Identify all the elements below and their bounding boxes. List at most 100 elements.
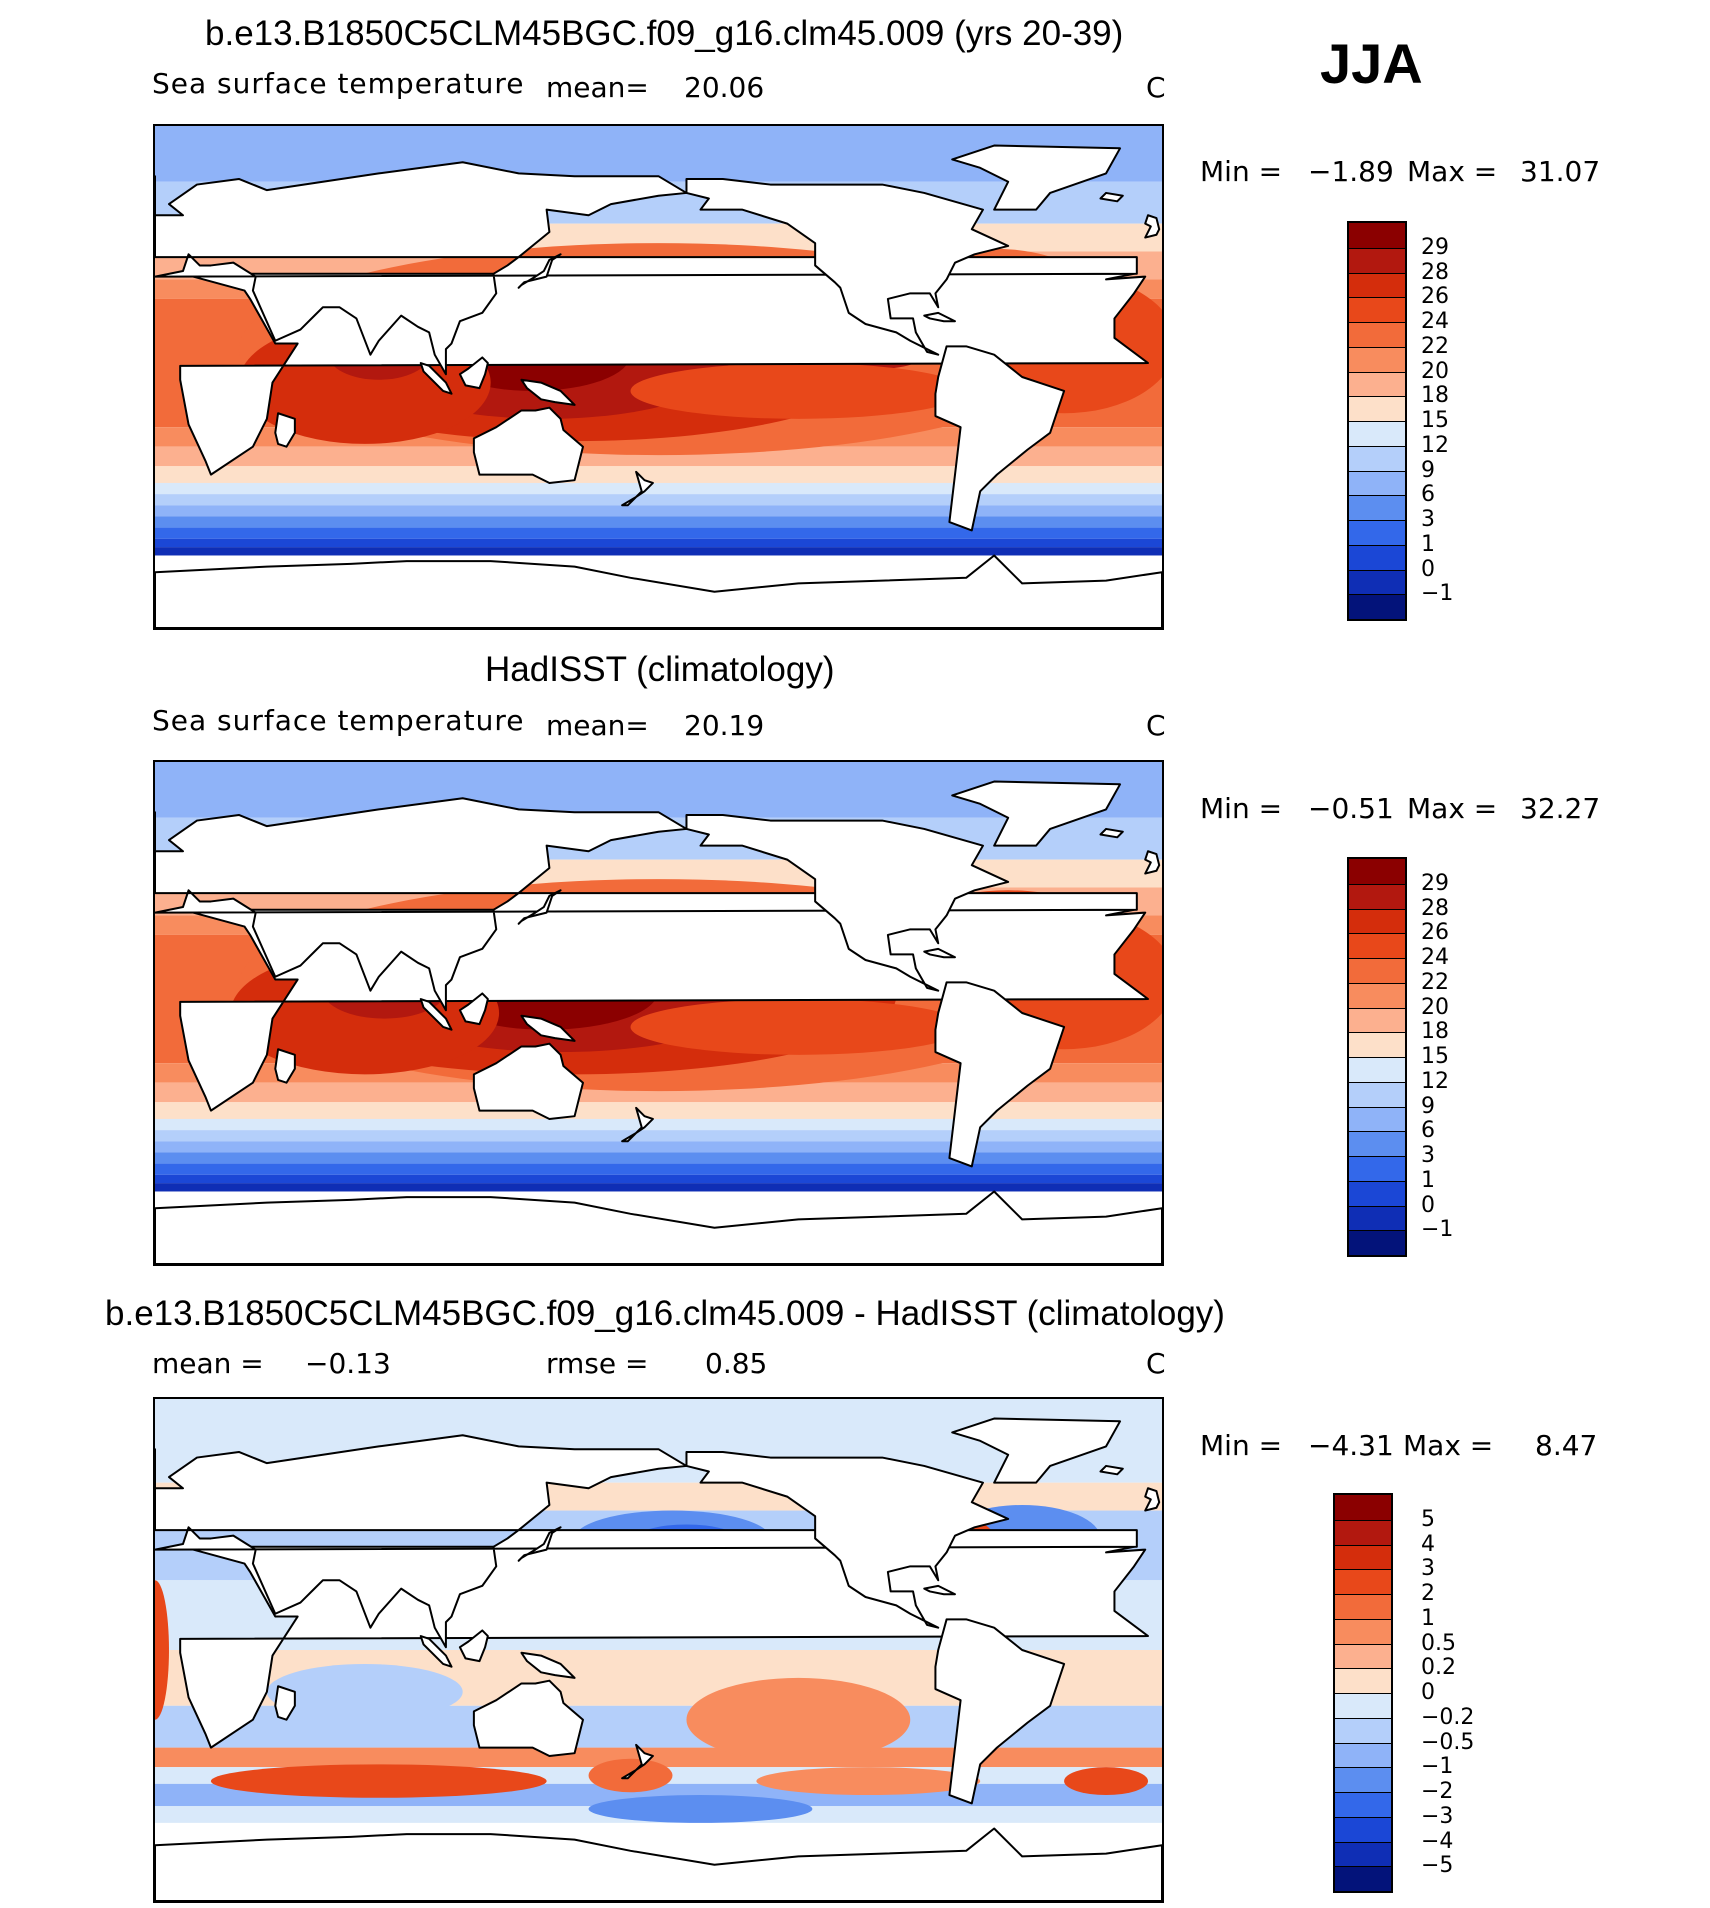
field-band [155,1130,1162,1142]
landmass-uk [1144,214,1161,239]
landmass-north-america [685,177,1010,356]
colorbar-tick-label: 0.2 [1421,1655,1456,1681]
landmass-south-america [934,1618,1066,1805]
map-svg [155,126,1162,628]
panel1-units: C [1146,71,1166,104]
colorbar-segment [1335,1569,1391,1594]
colorbar-segment [1335,1816,1391,1842]
colorbar-tick-label: 1 [1421,1605,1435,1631]
colorbar-segment [1349,223,1405,248]
colorbar-tick-label: 28 [1421,895,1449,921]
panel3-title: b.e13.B1850C5CLM45BGC.f09_g16.clm45.009 … [105,1294,1225,1333]
colorbar-tick-label: −0.2 [1421,1704,1475,1730]
colorbar-segment [1335,1792,1391,1817]
colorbar-segment [1335,1866,1391,1891]
season-label: JJA [1320,32,1423,95]
colorbar-tick-label: −1 [1421,581,1454,607]
colorbar-segment [1349,859,1405,884]
colorbar-segment [1335,1495,1391,1520]
field-contour [155,1580,169,1720]
colorbar-segment [1349,1081,1405,1107]
colorbar-segment [1349,297,1405,322]
colorbar-tick-label: 3 [1421,507,1435,532]
colorbar-segment [1335,1841,1391,1867]
field-contour [630,363,967,419]
landmass-cuba [923,311,957,323]
landmass-cuba [923,1584,957,1596]
panel1-mean-label: mean= [546,71,649,104]
colorbar-segment [1335,1544,1391,1570]
field-band [155,1174,1162,1184]
colorbar-tick-label: −5 [1421,1853,1454,1879]
landmass-south-america [934,345,1066,532]
colorbar-segment [1349,272,1405,298]
colorbar-tick-label: −0.5 [1421,1729,1475,1755]
colorbar-segment [1349,322,1405,347]
landmass-australia [472,1042,584,1120]
panel2-mean-value: 20.19 [684,709,765,742]
panel2-map [153,760,1164,1266]
field-band [155,1082,1162,1103]
landmass-japan [517,253,562,289]
colorbar-segment [1349,594,1405,619]
landmass-japan [517,1526,562,1562]
colorbar-tick-label: 3 [1421,1556,1435,1582]
colorbar-tick-label: 4 [1421,1531,1435,1557]
colorbar-tick-label: 5 [1421,1506,1435,1532]
field-band [155,1141,1162,1153]
panel1-map [153,124,1164,630]
colorbar-segment [1349,1131,1405,1156]
colorbar-tick-label: 6 [1421,482,1435,508]
panel3-min-value: −4.31 [1308,1429,1394,1462]
colorbar-segment [1335,1742,1391,1768]
colorbar-tick-label: −3 [1421,1803,1454,1829]
field-contour [588,1795,813,1823]
panel2-title: HadISST (climatology) [485,650,835,689]
panel3-units: C [1146,1347,1166,1380]
landmass-antarctica [155,1190,1162,1264]
colorbar-segment [1349,1057,1405,1082]
colorbar-segment [1335,1519,1391,1545]
landmass-greenland [951,780,1122,847]
colorbar-segment [1349,346,1405,372]
landmass-madagascar [274,1048,296,1084]
field-band [155,1747,1162,1768]
field-band [155,466,1162,483]
panel1-max-label: Max = [1407,155,1498,188]
landmass-japan [517,889,562,925]
field-band [155,547,1162,556]
colorbar-tick-label: 12 [1421,1068,1449,1094]
landmass-greenland [951,1417,1122,1484]
colorbar-segment [1349,544,1405,570]
panel3-rmse-value: 0.85 [705,1347,768,1380]
colorbar-tick-label: 26 [1421,284,1449,310]
landmass-south-america [934,981,1066,1168]
landmass-eurasia [155,1434,1138,1649]
colorbar-segment [1349,1180,1405,1206]
landmass-antarctica [155,1827,1162,1901]
landmass-iceland [1099,827,1124,839]
field-band [155,505,1162,517]
colorbar-tick-label: 9 [1421,1093,1435,1119]
colorbar-tick-label: 0.5 [1421,1630,1456,1656]
colorbar-tick-label: 15 [1421,408,1449,433]
panel1-mean-value: 20.06 [684,71,765,104]
field-band [155,516,1162,528]
colorbar-tick-label: 0 [1421,556,1435,582]
landmass-cuba [923,947,957,959]
landmass-new-zealand [621,470,654,507]
colorbar-segment [1349,908,1405,934]
colorbar-segment [1349,495,1405,520]
panel2-subtitle: Sea surface temperature [152,704,525,737]
landmass-north-america [685,1450,1010,1629]
landmass-madagascar [274,1685,296,1721]
field-band [155,494,1162,506]
landmass-greenland [951,144,1122,211]
colorbar-tick-label: 9 [1421,457,1435,483]
colorbar-segment [1349,982,1405,1008]
landmass-new-guinea [520,1651,576,1679]
landmass-uk [1144,850,1161,875]
panel3-map [153,1397,1164,1903]
panel3-colorbar [1333,1493,1393,1893]
landmass-borneo [458,992,489,1026]
